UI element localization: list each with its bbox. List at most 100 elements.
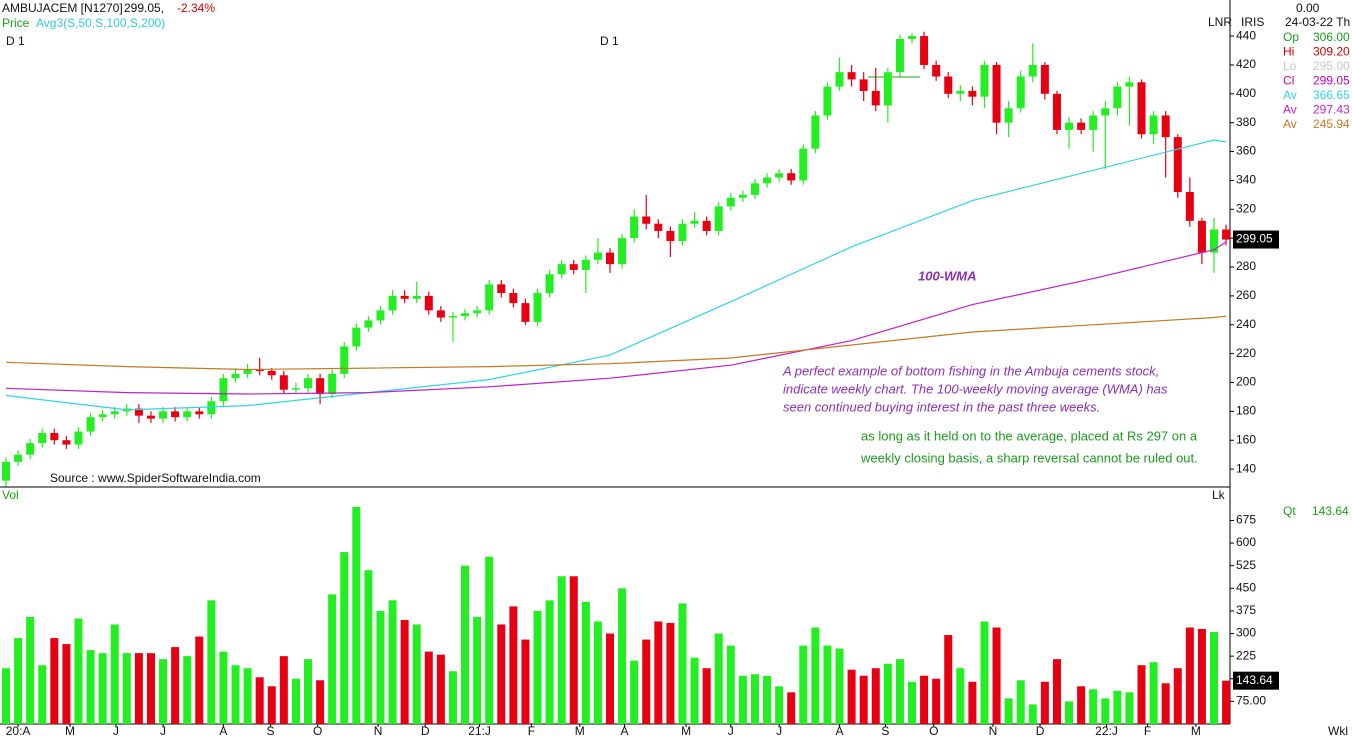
candle-body	[763, 177, 772, 184]
candle-body	[400, 295, 409, 299]
candle-body	[364, 320, 373, 328]
volume-bar	[122, 653, 131, 724]
volume-bar	[883, 663, 892, 724]
candle-body	[243, 369, 252, 374]
volume-bar	[1222, 680, 1231, 724]
volume-bar	[98, 653, 107, 724]
candle-body	[1065, 122, 1074, 130]
candle-body	[231, 373, 240, 379]
candle-body	[787, 173, 796, 181]
candle-body	[606, 252, 614, 265]
annotation: seen continued buying interest in the pa…	[783, 399, 1100, 414]
candle-body	[14, 454, 23, 462]
y-tick-label: 675	[1236, 513, 1256, 527]
y-tick-label: 525	[1236, 558, 1256, 572]
candle-body	[146, 415, 155, 419]
candle-body	[1210, 229, 1218, 253]
candle-body	[110, 411, 119, 415]
x-tick-label: M	[1191, 724, 1201, 738]
volume-bar	[968, 681, 977, 724]
candle-body	[207, 401, 216, 415]
volume-bar	[110, 624, 119, 724]
moving-average	[5, 139, 1227, 411]
candle-body	[183, 411, 192, 418]
volume-bar	[895, 659, 904, 724]
volume-bar	[1173, 668, 1182, 724]
period: Wkl	[1328, 724, 1348, 738]
volume-bar	[146, 653, 155, 724]
x-tick-label: A	[219, 724, 227, 738]
candle-body	[497, 284, 506, 294]
volume-bar	[738, 675, 747, 724]
volume-bar	[702, 668, 711, 724]
y-tick-label: 440	[1236, 28, 1256, 42]
y-tick-label: 320	[1236, 201, 1256, 215]
candle-body	[1089, 115, 1098, 130]
candle-body	[811, 115, 820, 149]
candle-body	[823, 86, 832, 116]
y-tick-label: 160	[1236, 432, 1256, 446]
volume-bar	[352, 506, 361, 724]
volume-bar	[171, 647, 180, 724]
volume-unit: Lk	[1212, 488, 1226, 502]
legend-value: 245.94	[1313, 117, 1350, 131]
candle-body	[171, 411, 180, 418]
volume-bar	[545, 600, 554, 724]
volume-bar	[400, 619, 409, 724]
candle-body	[956, 90, 965, 94]
volume-bar	[847, 669, 856, 724]
volume-bar	[461, 565, 470, 724]
y-tick-label: 375	[1236, 603, 1256, 617]
candle-body	[2, 461, 10, 481]
volume-bar	[14, 638, 23, 724]
volume-bar	[569, 576, 578, 724]
volume-bar	[980, 621, 989, 724]
volume-bar	[1210, 632, 1218, 724]
x-tick-label: J	[728, 724, 734, 738]
candle-body	[1137, 82, 1146, 135]
volume-bar	[1089, 689, 1098, 724]
candle-body	[630, 216, 639, 239]
volume-bar	[750, 674, 759, 724]
candle-body	[557, 264, 566, 275]
y-tick-label: 420	[1236, 57, 1256, 71]
candle-body	[279, 375, 288, 390]
candle-body	[944, 76, 953, 94]
volume-bar	[606, 633, 614, 724]
candle-body	[1125, 82, 1134, 87]
volume-bar	[787, 692, 796, 724]
info-label: Hi	[1283, 45, 1294, 59]
moving-average	[5, 241, 1227, 395]
candle-body	[932, 64, 941, 77]
candle-body	[992, 64, 1001, 123]
candle-body	[714, 206, 723, 231]
volume-bar	[62, 644, 71, 724]
candle-body	[316, 378, 325, 395]
candle-body	[267, 370, 276, 376]
candle-body	[1028, 64, 1037, 77]
volume-bar	[642, 639, 651, 724]
volume-bar	[1040, 681, 1049, 724]
volume-bar	[726, 645, 735, 724]
candle-body	[1016, 76, 1025, 109]
y-tick-label: 600	[1236, 535, 1256, 549]
candle-body	[871, 90, 880, 106]
volume-bar	[618, 588, 627, 724]
volume-bar	[279, 656, 288, 724]
volume-bar	[654, 621, 663, 724]
price-label: Price	[2, 16, 30, 30]
volume-bar	[340, 552, 349, 724]
volume-bar	[134, 653, 143, 724]
volume-bar	[1113, 690, 1122, 724]
candle-body	[1077, 122, 1086, 130]
x-tick-label: J	[776, 724, 782, 738]
volume-bar	[1077, 686, 1086, 724]
volume-bar	[219, 651, 228, 724]
volume-bar	[581, 601, 590, 724]
x-tick-label: M	[681, 724, 691, 738]
candle-body	[895, 38, 904, 73]
volume-bar	[159, 659, 168, 724]
candle-body	[1040, 64, 1049, 94]
candle-body	[304, 378, 312, 389]
